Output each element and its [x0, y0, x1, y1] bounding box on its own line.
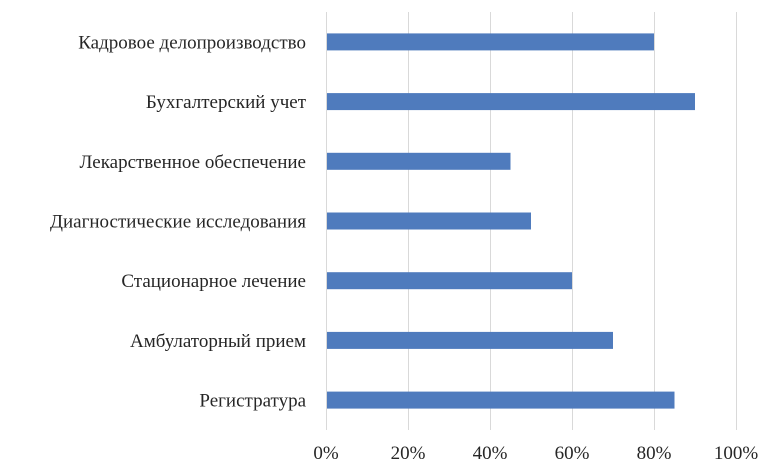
x-tick-label: 20% [391, 443, 426, 464]
bar [327, 152, 511, 170]
x-tick-label: 40% [473, 443, 508, 464]
category-labels: Кадровое делопроизводство Бухгалтерский у… [50, 32, 307, 411]
category-label: Регистратура [199, 391, 306, 412]
category-label: Бухгалтерский учет [146, 92, 307, 113]
category-label: Лекарственное обеспечение [80, 152, 307, 173]
bar [327, 391, 675, 409]
x-tick-label: 100% [714, 443, 759, 464]
x-tick-label: 60% [555, 443, 590, 464]
category-label: Кадровое делопроизводство [78, 32, 306, 53]
x-tick-label: 80% [637, 443, 672, 464]
bars [327, 33, 695, 409]
bar [327, 93, 695, 111]
x-axis-tick-labels: 0% 20% 40% 60% 80% 100% [313, 443, 758, 464]
category-label: Амбулаторный прием [130, 331, 306, 352]
bar [327, 33, 654, 51]
category-label: Стационарное лечение [121, 271, 306, 292]
bar [327, 212, 531, 230]
category-label: Диагностические исследования [50, 212, 306, 233]
x-tick-label: 0% [313, 443, 339, 464]
bar [327, 331, 613, 349]
bar [327, 272, 572, 290]
